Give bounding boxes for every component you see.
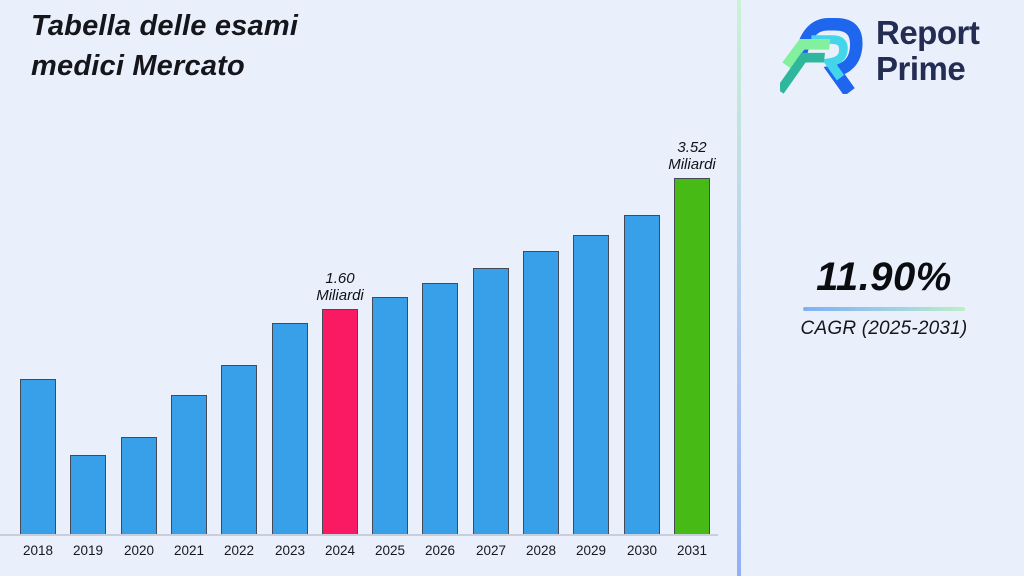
bar-2022 (221, 365, 257, 535)
bar-2024 (322, 309, 358, 535)
cagr-block: 11.90% CAGR (2025-2031) (799, 255, 969, 340)
brand-line-2: Prime (876, 50, 966, 87)
x-tick-2020: 2020 (123, 543, 155, 558)
value-label-2024: 1.60 Miliardi (316, 270, 364, 304)
x-tick-2029: 2029 (575, 543, 607, 558)
brand-line-1: Report (876, 14, 980, 51)
cagr-label: CAGR (2025-2031) (800, 318, 968, 339)
bar-2029 (573, 235, 609, 535)
report-prime-logo: Report Prime (780, 8, 980, 94)
bar-2028 (523, 251, 559, 535)
x-tick-2018: 2018 (22, 543, 54, 558)
x-tick-2030: 2030 (626, 543, 658, 558)
bar-2021 (171, 395, 207, 535)
bar-2020 (121, 437, 157, 535)
x-tick-2024: 2024 (324, 543, 356, 558)
x-tick-2021: 2021 (173, 543, 205, 558)
x-tick-2027: 2027 (475, 543, 507, 558)
x-tick-2028: 2028 (525, 543, 557, 558)
value-label-2031: 3.52 Miliardi (668, 139, 716, 173)
x-axis-line (0, 534, 718, 536)
x-tick-2023: 2023 (274, 543, 306, 558)
chart-title: Tabella delle esami medici Mercato (31, 10, 299, 82)
bar-2019 (70, 455, 106, 535)
x-tick-2022: 2022 (223, 543, 255, 558)
bar-2026 (422, 283, 458, 535)
x-tick-2025: 2025 (374, 543, 406, 558)
bar-2023 (272, 323, 308, 535)
bar-2018 (20, 379, 56, 535)
bar-2027 (473, 268, 509, 535)
x-tick-2019: 2019 (72, 543, 104, 558)
panel-divider (737, 0, 741, 576)
bar-2030 (624, 215, 660, 535)
report-prime-wordmark: Report Prime (876, 14, 980, 87)
cagr-value: 11.90% (816, 255, 952, 299)
x-tick-2026: 2026 (424, 543, 456, 558)
cagr-underline (803, 307, 965, 311)
bar-2025 (372, 297, 408, 535)
report-prime-logo-icon (780, 18, 863, 94)
x-tick-2031: 2031 (676, 543, 708, 558)
bar-2031 (674, 178, 710, 535)
